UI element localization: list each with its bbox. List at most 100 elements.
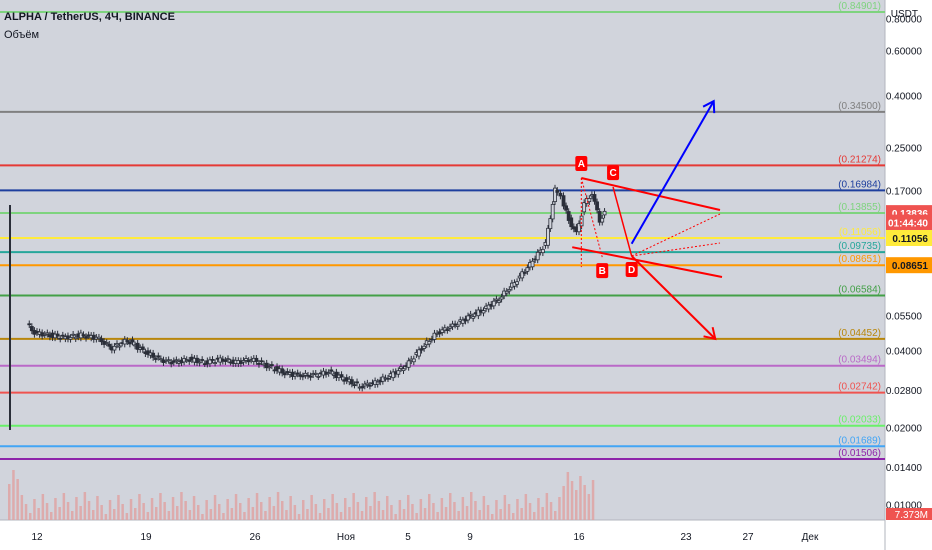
volume-bar <box>348 507 351 520</box>
volume-bar <box>125 513 129 520</box>
candle-body <box>595 201 599 211</box>
volume-bar <box>310 495 313 520</box>
level-label: (0.13855) <box>838 202 881 213</box>
candle-body <box>81 334 86 337</box>
candle-body <box>117 345 122 348</box>
candle-body <box>223 359 228 362</box>
symbol-title[interactable]: ALPHA / TetherUS, 4Ч, BINANCE <box>4 11 175 23</box>
volume-bar <box>449 493 452 520</box>
candle-body <box>491 300 496 307</box>
pattern-leg <box>612 186 633 257</box>
volume-bar <box>402 509 406 520</box>
candle-body <box>42 334 47 336</box>
volume-bar <box>306 509 309 520</box>
candle-body <box>440 329 445 333</box>
volume-bar <box>491 514 494 520</box>
price-axis-area <box>885 0 932 550</box>
volume-bar <box>255 493 259 520</box>
volume-bar <box>218 504 221 520</box>
candle-body <box>515 281 519 285</box>
volume-bar <box>113 509 116 520</box>
candle-body <box>365 382 370 386</box>
volume-bar <box>411 504 414 520</box>
volume-bar <box>482 496 486 520</box>
candle-body <box>566 211 571 221</box>
volume-bar <box>432 503 435 520</box>
candle-body <box>561 195 566 207</box>
volume-bar <box>423 508 427 520</box>
candle-body <box>360 386 365 389</box>
time-tick-label: 5 <box>405 532 411 543</box>
time-tick-label: 12 <box>31 532 43 543</box>
candle-body <box>455 324 460 327</box>
candle-body <box>166 359 171 362</box>
price-tick-label: 0.40000 <box>886 91 923 102</box>
volume-bar <box>360 511 364 520</box>
volume-bar <box>129 499 133 520</box>
volume-bar <box>549 502 553 520</box>
candle-body <box>140 346 145 350</box>
volume-bar <box>222 513 225 520</box>
candle-body <box>174 359 179 362</box>
candle-body <box>399 366 403 369</box>
volume-bar <box>453 502 456 520</box>
volume-bar <box>8 484 11 520</box>
pattern-point-label: C <box>609 168 616 179</box>
time-tick-label: 26 <box>249 532 261 543</box>
pattern-support-line <box>572 246 723 278</box>
candle-body <box>135 342 140 350</box>
candle-body <box>375 381 380 385</box>
volume-bar <box>302 500 305 520</box>
volume-bar <box>50 512 53 520</box>
candle-body <box>257 362 261 365</box>
candle-body <box>602 210 607 216</box>
volume-bar <box>579 476 582 520</box>
volume-bar <box>495 500 498 520</box>
volume-bar <box>394 514 397 520</box>
candle-body <box>582 202 587 213</box>
volume-bar <box>512 513 515 520</box>
volume-bar <box>180 492 183 520</box>
volume-bar <box>566 472 570 520</box>
volume-bar <box>470 492 473 520</box>
volume-bar <box>66 502 70 520</box>
price-badge <box>886 229 932 246</box>
volume-bar <box>62 493 66 520</box>
candle-body <box>486 304 491 310</box>
volume-bar <box>398 500 402 520</box>
volume-bar <box>276 492 280 520</box>
candle-body <box>592 194 597 202</box>
volume-bar <box>587 494 591 520</box>
volume-badge-text: 7.373M <box>895 510 928 521</box>
volume-indicator-label[interactable]: Объём <box>4 29 40 41</box>
price-tick-label: 0.25000 <box>886 144 923 155</box>
volume-bar <box>247 498 250 520</box>
volume-bar <box>75 497 78 520</box>
volume-bar <box>323 499 326 520</box>
volume-bar <box>79 506 82 520</box>
volume-bar <box>197 505 200 520</box>
candle-body <box>285 371 290 373</box>
volume-bar <box>537 498 540 520</box>
volume-bar <box>209 509 213 520</box>
candle-body <box>308 375 313 378</box>
candle-body <box>466 315 470 321</box>
volume-bar <box>37 508 40 520</box>
candle-body <box>460 319 465 324</box>
time-tick-label: 23 <box>680 532 692 543</box>
candle-body <box>295 372 300 375</box>
volume-bar <box>461 497 465 520</box>
volume-bar <box>499 509 502 520</box>
volume-bar <box>562 486 565 520</box>
candle-body <box>27 323 32 326</box>
price-badge <box>886 257 932 274</box>
candle-body <box>213 362 217 365</box>
candle-body <box>71 333 76 336</box>
level-label: (0.08651) <box>838 254 881 265</box>
candle-body <box>269 364 274 366</box>
candle-body <box>264 362 269 369</box>
level-label: (0.02033) <box>838 415 881 426</box>
candle-body <box>494 298 499 301</box>
volume-bar <box>45 503 49 520</box>
